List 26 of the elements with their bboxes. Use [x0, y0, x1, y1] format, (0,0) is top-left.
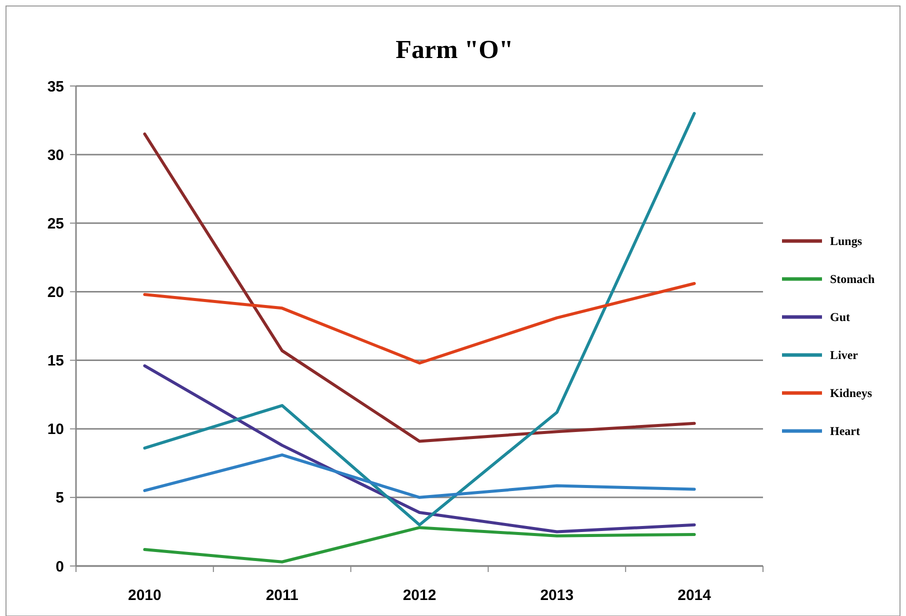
y-tick-label: 25	[47, 215, 64, 232]
line-series	[143, 526, 696, 564]
x-tick-label: 2010	[128, 587, 162, 604]
legend-label: Gut	[830, 310, 850, 324]
y-tick-label: 15	[47, 352, 64, 370]
y-tick-label: 20	[47, 284, 64, 301]
legend-label: Kidneys	[830, 386, 872, 400]
legend-label: Lungs	[830, 234, 862, 248]
line-series	[143, 364, 696, 534]
chart-title: Farm "O"	[396, 35, 514, 64]
legend-label: Liver	[830, 348, 859, 362]
line-series	[143, 282, 696, 365]
y-tick-label: 0	[56, 558, 64, 576]
x-tick-label: 2011	[266, 587, 298, 604]
line-series	[143, 112, 696, 526]
y-tick-label: 30	[47, 146, 64, 164]
x-tick-label: 2014	[678, 587, 712, 604]
x-tick-label: 2013	[540, 587, 574, 604]
line-series	[143, 132, 696, 443]
y-tick-label: 10	[47, 421, 64, 438]
y-tick-label: 5	[56, 490, 64, 507]
line-series	[143, 453, 696, 499]
y-tick-label: 35	[47, 78, 64, 96]
x-tick-label: 2012	[402, 587, 436, 604]
legend-label: Stomach	[830, 272, 875, 286]
legend-label: Heart	[830, 424, 860, 438]
